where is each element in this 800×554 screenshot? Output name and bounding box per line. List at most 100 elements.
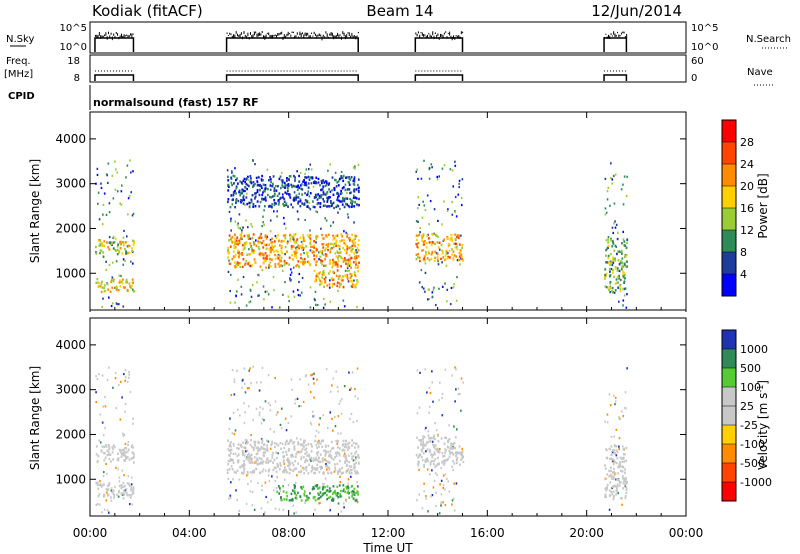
scatter-cell	[242, 189, 245, 193]
scatter-cell	[283, 462, 286, 466]
scatter-cell	[336, 485, 339, 488]
scatter-cell	[454, 195, 457, 199]
scatter-cell	[320, 261, 322, 264]
scatter-cell	[454, 400, 456, 403]
scatter-cell	[292, 463, 295, 467]
velocity-colorbar-tick-label: -25	[740, 419, 758, 432]
scatter-cell	[111, 261, 114, 264]
nsearch-point	[322, 34, 324, 37]
scatter-cell	[354, 499, 357, 502]
scatter-cell	[348, 269, 350, 272]
scatter-cell	[271, 244, 273, 247]
scatter-cell	[617, 492, 620, 495]
scatter-cell	[448, 449, 451, 453]
scatter-cell	[446, 236, 449, 240]
scatter-cell	[254, 440, 257, 444]
scatter-cell	[453, 462, 456, 465]
scatter-cell	[260, 178, 263, 181]
scatter-cell	[351, 244, 354, 248]
scatter-cell	[99, 441, 102, 444]
scatter-cell	[287, 183, 290, 186]
scatter-cell	[132, 489, 135, 493]
scatter-cell	[310, 443, 313, 446]
velocity-colorbar-swatch	[722, 482, 736, 502]
scatter-cell	[117, 457, 120, 460]
y-tick-label: 2000	[55, 221, 86, 235]
scatter-cell	[122, 497, 125, 500]
scatter-cell	[614, 452, 616, 455]
scatter-cell	[456, 456, 459, 460]
scatter-cell	[245, 439, 248, 442]
scatter-cell	[264, 290, 267, 293]
scatter-cell	[243, 177, 246, 181]
scatter-cell	[131, 249, 133, 253]
scatter-cell	[124, 247, 126, 251]
velocity-colorbar-swatch	[722, 463, 736, 483]
scatter-cell	[422, 233, 425, 236]
scatter-cell	[246, 455, 249, 459]
scatter-cell	[242, 258, 245, 261]
scatter-cell	[341, 187, 344, 190]
scatter-cell	[610, 445, 613, 448]
velocity-colorbar-tick-label: 500	[740, 362, 761, 375]
scatter-cell	[456, 247, 459, 251]
scatter-cell	[251, 490, 254, 494]
scatter-cell	[279, 462, 282, 465]
scatter-cell	[232, 458, 234, 462]
scatter-cell	[285, 262, 288, 265]
scatter-cell	[232, 444, 235, 447]
scatter-cell	[605, 286, 608, 289]
scatter-cell	[447, 255, 450, 259]
scatter-cell	[622, 482, 625, 485]
scatter-cell	[314, 303, 317, 306]
scatter-cell	[264, 252, 267, 255]
scatter-cell	[250, 438, 252, 442]
scatter-cell	[300, 256, 302, 260]
scatter-cell	[296, 288, 299, 292]
scatter-cell	[447, 208, 449, 211]
scatter-cell	[277, 452, 279, 455]
scatter-cell	[233, 433, 236, 436]
scatter-cell	[303, 263, 305, 266]
scatter-cell	[610, 237, 612, 240]
scatter-cell	[346, 245, 349, 248]
scatter-cell	[308, 206, 310, 210]
scatter-cell	[267, 474, 270, 477]
scatter-cell	[615, 445, 618, 448]
scatter-cell	[357, 269, 359, 273]
scatter-cell	[122, 258, 125, 261]
scatter-cell	[332, 193, 335, 197]
scatter-cell	[300, 499, 303, 502]
scatter-cell	[357, 462, 360, 465]
scatter-cell	[297, 196, 300, 199]
scatter-cell	[436, 241, 439, 244]
scatter-cell	[276, 475, 279, 479]
scatter-cell	[130, 445, 133, 449]
scatter-cell	[428, 251, 430, 255]
scatter-cell	[348, 239, 351, 242]
scatter-cell	[250, 223, 252, 226]
scatter-cell	[244, 438, 247, 442]
scatter-cell	[280, 179, 283, 182]
nsearch-point	[309, 35, 311, 39]
scatter-cell	[335, 274, 338, 277]
scatter-cell	[606, 487, 608, 490]
scatter-cell	[459, 452, 462, 455]
scatter-cell	[244, 189, 246, 193]
scatter-cell	[337, 277, 340, 281]
scatter-cell	[296, 188, 299, 191]
scatter-cell	[126, 482, 129, 485]
scatter-cell	[444, 473, 447, 476]
scatter-cell	[311, 176, 314, 180]
scatter-cell	[430, 241, 433, 244]
scatter-cell	[230, 239, 233, 242]
scatter-cell	[288, 464, 290, 467]
scatter-cell	[110, 460, 112, 463]
scatter-cell	[247, 472, 249, 475]
scatter-cell	[260, 437, 263, 441]
scatter-cell	[336, 451, 339, 455]
scatter-cell	[458, 182, 460, 185]
scatter-cell	[342, 439, 345, 443]
nsearch-point	[110, 32, 112, 35]
scatter-cell	[272, 275, 275, 279]
